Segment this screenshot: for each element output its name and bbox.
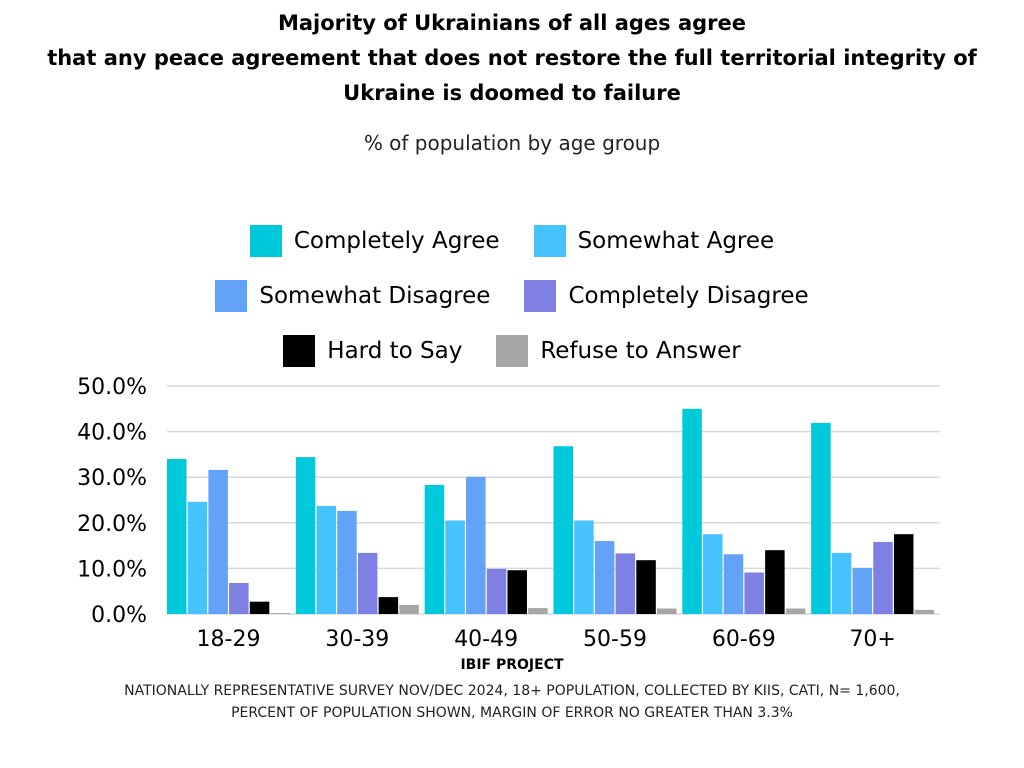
legend-item-somewhat-disagree: Somewhat Disagree [215,280,490,312]
x-tick-label: 18-29 [197,627,261,652]
x-tick-label: 50-59 [583,627,647,652]
bar-hard-to-say-50-59 [636,560,656,614]
legend-row-1: Completely Agree Somewhat Agree [0,225,1024,257]
bar-completely-agree-40-49 [424,484,445,614]
bar-completely-agree-50-59 [553,446,573,614]
legend-item-hard-to-say: Hard to Say [283,335,462,367]
x-tick-label: 60-69 [712,627,776,652]
legend-row-3: Hard to Say Refuse to Answer [0,335,1024,367]
bar-completely-disagree-30-39 [357,552,378,614]
legend-item-somewhat-agree: Somewhat Agree [533,225,775,257]
bar-hard-to-say-30-39 [378,597,399,614]
legend-label: Somewhat Disagree [259,283,491,309]
y-tick-label: 20.0% [77,512,147,537]
bar-refuse-to-answer-18-29 [270,613,290,614]
x-tick-label: 40-49 [454,627,518,652]
bar-completely-agree-60-69 [682,408,702,614]
footer-note: NATIONALLY REPRESENTATIVE SURVEY NOV/DEC… [0,680,1024,724]
legend-swatch [283,335,316,367]
y-tick-label: 40.0% [77,421,147,446]
legend-item-refuse-to-answer: Refuse to Answer [496,335,741,367]
bar-hard-to-say-40-49 [507,570,527,614]
bar-somewhat-agree-70+ [831,552,852,614]
bar-completely-disagree-60-69 [744,572,764,614]
bar-hard-to-say-70+ [893,534,914,614]
bar-refuse-to-answer-30-39 [399,604,419,614]
bar-somewhat-disagree-50-59 [594,541,615,614]
bar-refuse-to-answer-50-59 [657,608,677,614]
chart-title: Majority of Ukrainians of all ages agree… [0,6,1024,111]
legend-label: Completely Disagree [568,283,809,309]
bar-somewhat-disagree-40-49 [466,476,486,614]
chart-title-line-1: Majority of Ukrainians of all ages agree [277,11,747,35]
legend-label: Completely Agree [293,228,500,254]
chart-title-line-2: that any peace agreement that does not r… [47,46,977,70]
legend-swatch [496,335,529,367]
y-tick-label: 30.0% [77,466,147,491]
y-tick-label: 50.0% [77,375,147,400]
bar-refuse-to-answer-70+ [914,609,935,614]
y-tick-label: 10.0% [77,557,147,582]
bar-somewhat-disagree-70+ [852,567,873,614]
bar-hard-to-say-60-69 [765,550,785,614]
bar-refuse-to-answer-40-49 [528,608,548,614]
y-tick-label: 0.0% [91,603,147,628]
x-tick-label: 30-39 [325,627,389,652]
bar-somewhat-agree-40-49 [445,520,465,614]
bar-completely-agree-30-39 [295,457,316,614]
bar-completely-agree-70+ [811,422,831,614]
bar-somewhat-agree-50-59 [574,520,594,614]
bar-hard-to-say-18-29 [249,601,270,614]
bar-completely-disagree-40-49 [486,568,507,614]
x-tick-label: 70+ [849,627,895,652]
legend-label: Refuse to Answer [540,338,741,364]
bar-somewhat-agree-30-39 [316,505,337,614]
legend-swatch [524,280,557,312]
bar-somewhat-disagree-30-39 [337,510,357,614]
legend-row-2: Somewhat Disagree Completely Disagree [0,280,1024,312]
bar-refuse-to-answer-60-69 [785,608,806,614]
legend-swatch [249,225,282,257]
legend-item-completely-agree: Completely Agree [249,225,500,257]
footer-brand: IBIF PROJECT [460,657,564,673]
bar-somewhat-agree-60-69 [703,534,723,614]
legend-item-completely-disagree: Completely Disagree [524,280,809,312]
legend-swatch [533,225,566,257]
legend-label: Hard to Say [327,338,463,364]
bar-completely-disagree-70+ [873,541,893,614]
bar-somewhat-agree-18-29 [187,501,208,614]
legend-label: Somewhat Agree [577,228,775,254]
bar-completely-disagree-50-59 [615,553,636,614]
bar-somewhat-disagree-60-69 [723,554,744,614]
bar-completely-disagree-18-29 [229,582,249,614]
bar-somewhat-disagree-18-29 [208,469,228,614]
chart-subtitle: % of population by age group [363,131,661,155]
footer-note-line-2: PERCENT OF POPULATION SHOWN, MARGIN OF E… [231,705,793,721]
bar-completely-agree-18-29 [167,458,187,614]
legend-swatch [215,280,248,312]
footer-note-line-1: NATIONALLY REPRESENTATIVE SURVEY NOV/DEC… [124,683,900,699]
chart-title-line-3: Ukraine is doomed to failure [343,81,681,105]
